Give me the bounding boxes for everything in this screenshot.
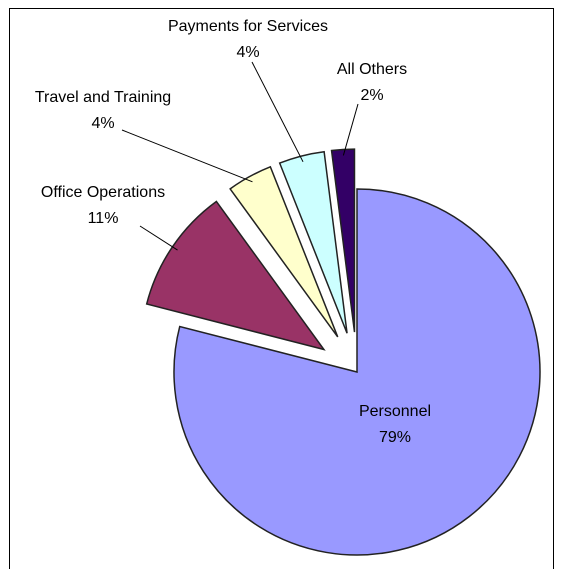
slice-value-label: 2% <box>360 87 383 104</box>
pie-slice <box>173 188 541 556</box>
slice-label: Office Operations <box>41 184 165 201</box>
leader-line <box>342 103 359 156</box>
slice-label: Travel and Training <box>35 89 171 106</box>
pie-slice <box>229 165 339 338</box>
pie-slice <box>330 148 356 333</box>
slice-label: Personnel <box>359 403 431 420</box>
slice-value-label: 11% <box>88 210 119 227</box>
pie-slice <box>278 150 348 334</box>
slice-label: Payments for Services <box>168 18 328 35</box>
leader-line <box>139 225 178 251</box>
slice-value-label: 79% <box>379 429 411 446</box>
leader-line <box>251 61 304 163</box>
leader-line <box>121 129 253 183</box>
slice-value-label: 4% <box>91 115 114 132</box>
slice-label: All Others <box>337 61 407 78</box>
slice-value-label: 4% <box>236 44 259 61</box>
